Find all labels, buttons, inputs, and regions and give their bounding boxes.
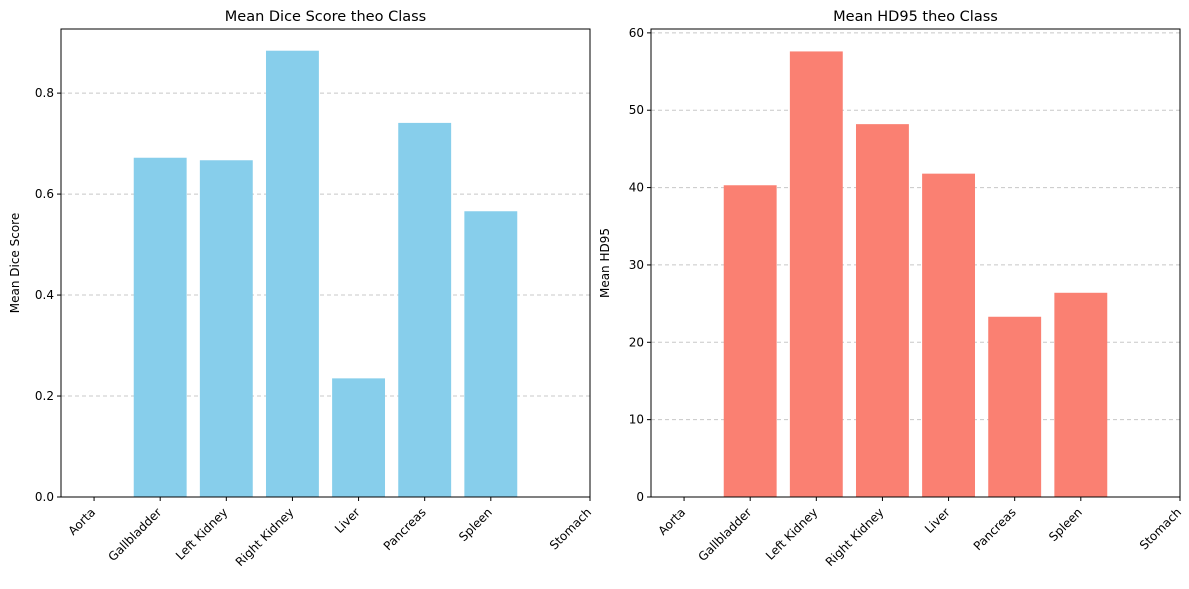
bar-liver — [332, 378, 386, 497]
x-tick-label: Liver — [922, 505, 953, 536]
x-tick-label: Stomach — [1137, 505, 1184, 552]
y-tick-label: 0.8 — [35, 86, 54, 100]
x-tick-label: Spleen — [456, 505, 495, 544]
y-axis-label: Mean HD95 — [598, 228, 612, 298]
x-tick-label: Aorta — [655, 505, 688, 538]
bar-spleen — [464, 211, 518, 497]
y-tick-label: 0 — [636, 490, 644, 504]
bar-gallbladder — [723, 185, 777, 497]
y-tick-label: 60 — [629, 26, 644, 40]
y-tick-label: 20 — [629, 335, 644, 349]
axes-frame — [60, 28, 591, 498]
y-tick-label: 10 — [629, 413, 644, 427]
x-tick-label: Right Kidney — [823, 505, 887, 569]
bar-right-kidney — [855, 124, 909, 498]
x-tick-label: Pancreas — [971, 505, 1019, 553]
chart-title: Mean Dice Score theo Class — [225, 9, 426, 25]
x-tick-label: Right Kidney — [233, 505, 297, 569]
x-tick-label: Spleen — [1046, 505, 1085, 544]
y-tick-label: 40 — [629, 181, 644, 195]
bar-pancreas — [988, 316, 1042, 497]
y-tick-label: 0.4 — [35, 288, 54, 302]
x-tick-label: Gallbladder — [105, 505, 164, 564]
y-tick-label: 50 — [629, 103, 644, 117]
x-tick-label: Left Kidney — [173, 505, 230, 562]
bar-left-kidney — [199, 160, 253, 497]
y-tick-label: 0.0 — [35, 490, 54, 504]
hd95-chart: 0 10 20 30 40 50 60 Aorta Gallbladder Left Kidney… — [598, 9, 1184, 569]
y-axis-label: Mean Dice Score — [8, 213, 22, 314]
bar-right-kidney — [265, 50, 319, 497]
bar-pancreas — [398, 122, 452, 497]
x-tick-label: Stomach — [547, 505, 594, 552]
x-tick-label: Liver — [332, 505, 363, 536]
x-tick-label: Gallbladder — [695, 505, 754, 564]
y-tick-label: 0.6 — [35, 187, 54, 201]
x-tick-label: Pancreas — [381, 505, 429, 553]
bar-liver — [922, 173, 976, 497]
dice-score-chart: 0.0 0.2 0.4 0.6 0.8 Aorta Gallbladder Left Kidn… — [8, 9, 594, 569]
x-tick-label: Left Kidney — [763, 505, 820, 562]
x-tick-label: Aorta — [65, 505, 98, 538]
chart-title: Mean HD95 theo Class — [833, 9, 998, 25]
y-tick-label: 0.2 — [35, 389, 54, 403]
axes-frame — [650, 28, 1181, 498]
y-tick-label: 30 — [629, 258, 644, 272]
bar-gallbladder — [133, 157, 187, 498]
bar-spleen — [1054, 292, 1108, 497]
bar-left-kidney — [789, 51, 843, 498]
